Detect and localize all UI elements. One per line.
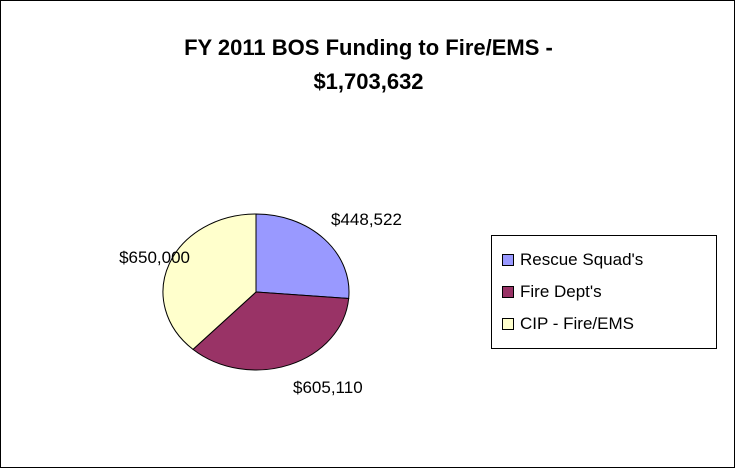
legend-label-fire-depts: Fire Dept's (520, 282, 602, 301)
legend-entry-cip-fire-ems: CIP - Fire/EMS (502, 314, 634, 334)
legend: Rescue Squad's Fire Dept's CIP - Fire/EM… (491, 235, 717, 349)
legend-label-cip-fire-ems: CIP - Fire/EMS (520, 314, 634, 333)
legend-swatch-fire-depts (502, 286, 514, 298)
data-label-fire-depts: $605,110 (293, 378, 363, 397)
data-label-rescue-squads: $448,522 (331, 210, 402, 229)
chart-title-line-2: $1,703,632 (313, 69, 424, 94)
legend-entry-fire-depts: Fire Dept's (502, 282, 602, 302)
pie-slice-fire-depts (192, 291, 350, 371)
data-label-cip-fire-ems: $650,000 (119, 248, 190, 267)
legend-entry-rescue-squads: Rescue Squad's (502, 250, 643, 270)
legend-label-rescue-squads: Rescue Squad's (520, 250, 644, 269)
chart-title-line-1: FY 2011 BOS Funding to Fire/EMS - (184, 35, 553, 60)
pie-slice-cip-fire-ems (162, 213, 257, 351)
chart-title: FY 2011 BOS Funding to Fire/EMS - $1,703… (1, 31, 735, 99)
pie-slice-rescue-squads (255, 213, 350, 300)
legend-swatch-rescue-squads (502, 254, 514, 266)
legend-swatch-cip-fire-ems (502, 318, 514, 330)
